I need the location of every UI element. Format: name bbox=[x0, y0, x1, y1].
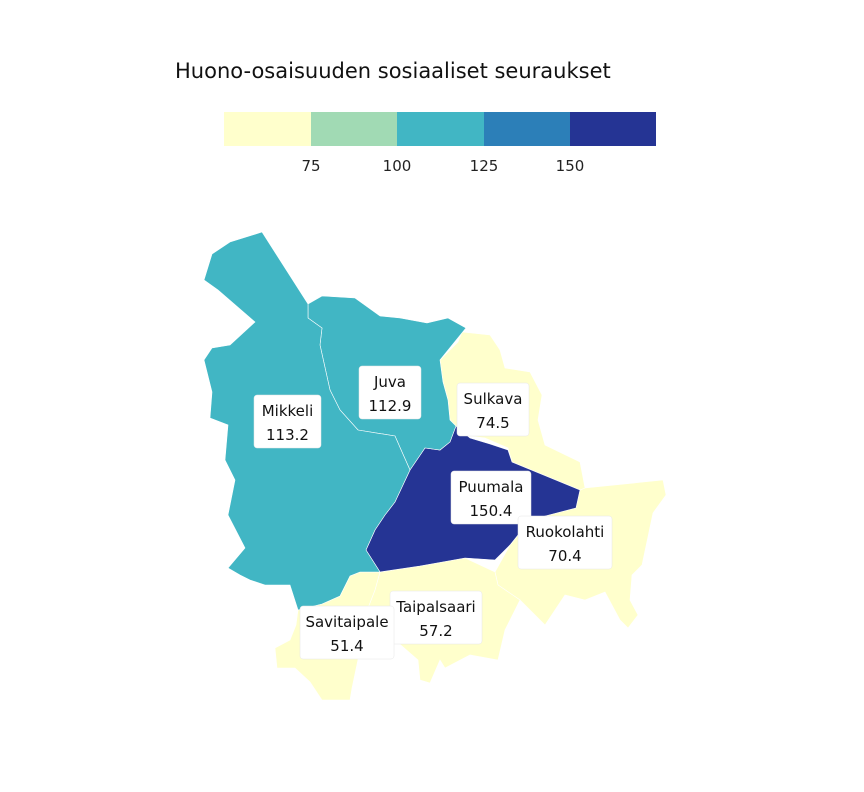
region-name-mikkeli: Mikkeli bbox=[262, 402, 314, 420]
region-value-sulkava: 74.5 bbox=[476, 414, 509, 432]
region-name-puumala: Puumala bbox=[459, 478, 524, 496]
region-labels: Mikkeli 113.2 Juva 112.9 Sulkava 74.5 Pu… bbox=[253, 365, 613, 660]
region-name-ruokolahti: Ruokolahti bbox=[526, 523, 605, 541]
region-name-juva: Juva bbox=[373, 373, 406, 391]
label-box-juva bbox=[358, 365, 422, 420]
legend-tick-125: 125 bbox=[470, 157, 499, 175]
label-box-ruokolahti bbox=[517, 515, 613, 570]
legend-swatch-1 bbox=[224, 112, 311, 146]
region-value-savitaipale: 51.4 bbox=[330, 637, 363, 655]
region-value-ruokolahti: 70.4 bbox=[548, 547, 581, 565]
label-box-savitaipale bbox=[299, 605, 395, 660]
region-value-mikkeli: 113.2 bbox=[266, 426, 309, 444]
label-box-sulkava bbox=[456, 382, 530, 437]
color-legend: 75 100 125 150 bbox=[224, 112, 656, 175]
region-value-taipalsaari: 57.2 bbox=[419, 622, 452, 640]
legend-swatch-3 bbox=[397, 112, 484, 146]
legend-tick-150: 150 bbox=[556, 157, 585, 175]
region-name-taipalsaari: Taipalsaari bbox=[395, 598, 475, 616]
legend-tick-100: 100 bbox=[383, 157, 412, 175]
label-box-puumala bbox=[450, 470, 532, 525]
map-title: Huono-osaisuuden sosiaaliset seuraukset bbox=[175, 59, 611, 83]
legend-swatch-2 bbox=[311, 112, 397, 146]
legend-swatch-4 bbox=[484, 112, 570, 146]
legend-swatch-5 bbox=[570, 112, 656, 146]
region-name-sulkava: Sulkava bbox=[464, 390, 523, 408]
region-value-puumala: 150.4 bbox=[470, 502, 513, 520]
legend-tick-75: 75 bbox=[301, 157, 320, 175]
region-name-savitaipale: Savitaipale bbox=[305, 613, 388, 631]
label-box-mikkeli bbox=[253, 394, 322, 449]
region-value-juva: 112.9 bbox=[369, 397, 412, 415]
